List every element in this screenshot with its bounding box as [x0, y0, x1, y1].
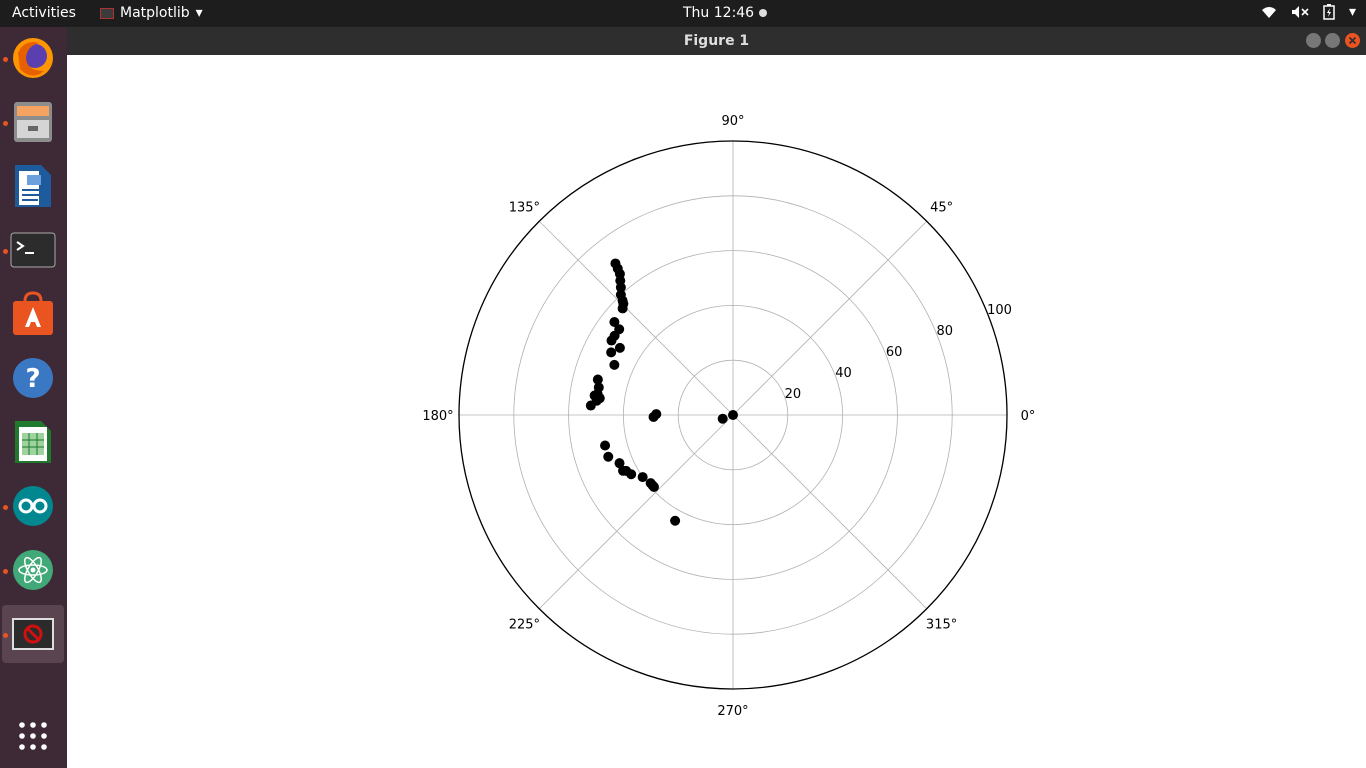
data-point [637, 472, 648, 483]
dock-item-terminal[interactable] [2, 221, 64, 279]
theta-tick-label: 270° [717, 704, 748, 719]
running-indicator [3, 57, 8, 62]
clock[interactable]: Thu 12:46 [683, 5, 768, 21]
dock-item-writer[interactable] [2, 157, 64, 215]
show-applications-button[interactable] [2, 707, 64, 765]
r-tick-label: 20 [785, 387, 802, 402]
system-tray[interactable]: ▾ [1261, 4, 1356, 20]
files-icon [14, 102, 52, 142]
dock-item-atom[interactable] [2, 541, 64, 599]
r-tick-label: 60 [886, 345, 903, 360]
system-menu-chevron-icon: ▾ [1348, 4, 1356, 20]
figure-window-icon [12, 618, 54, 650]
theta-tick-label: 225° [509, 618, 540, 633]
theta-tick-label: 0° [1021, 409, 1036, 424]
data-point [717, 413, 728, 424]
data-point [603, 451, 614, 462]
data-point [609, 359, 620, 370]
running-indicator [3, 505, 8, 510]
dock-item-files[interactable] [2, 93, 64, 151]
arduino-icon [13, 486, 53, 526]
running-indicator [3, 569, 8, 574]
software-center-icon [13, 291, 53, 335]
app-menu-label: Matplotlib [120, 5, 190, 21]
running-indicator [3, 121, 8, 126]
clock-label: Thu 12:46 [683, 5, 755, 21]
volume-muted-icon [1291, 6, 1309, 18]
polar-spine [458, 140, 1008, 690]
data-point [626, 469, 637, 480]
firefox-icon [13, 38, 53, 78]
data-point [606, 335, 617, 346]
data-point [648, 481, 659, 492]
data-point [670, 515, 681, 526]
writer-icon [15, 165, 51, 207]
theta-tick-label: 90° [721, 114, 744, 129]
data-point [614, 342, 625, 353]
svg-text:?: ? [25, 364, 40, 394]
dock-item-matplotlib-figure[interactable] [2, 605, 64, 663]
data-point [606, 347, 617, 358]
data-point [600, 440, 611, 451]
data-point [585, 400, 596, 411]
theta-grid-line [732, 220, 928, 416]
wifi-icon [1261, 7, 1276, 18]
data-point [617, 303, 628, 314]
chevron-down-icon: ▾ [195, 5, 203, 21]
app-menu[interactable]: Matplotlib ▾ [100, 5, 203, 21]
maximize-button[interactable] [1325, 33, 1340, 48]
theta-tick-label: 135° [509, 200, 540, 215]
dock-item-calc[interactable] [2, 413, 64, 471]
data-point [592, 374, 603, 385]
close-button[interactable] [1345, 33, 1360, 48]
minimize-button[interactable] [1306, 33, 1321, 48]
calc-icon [15, 421, 51, 463]
theta-tick-label: 180° [422, 409, 453, 424]
data-point [609, 317, 620, 328]
dock-item-help[interactable]: ? [2, 349, 64, 407]
dock-item-firefox[interactable] [2, 29, 64, 87]
data-point [614, 458, 625, 469]
running-indicator [3, 249, 8, 254]
help-icon: ? [13, 358, 53, 398]
notification-dot-icon [759, 9, 768, 17]
atom-icon [13, 550, 53, 590]
battery-icon [1323, 4, 1335, 20]
theta-tick-label: 315° [926, 618, 957, 633]
r-tick-label: 80 [937, 324, 954, 339]
theta-grid-line [732, 414, 928, 610]
data-point [728, 410, 738, 420]
r-tick-label: 100 [987, 303, 1012, 318]
dock-item-arduino[interactable] [2, 477, 64, 535]
data-point [615, 282, 626, 293]
app-grid-icon [19, 722, 47, 750]
top-bar: Activities Matplotlib ▾ Thu 12:46 ▾ [0, 0, 1366, 27]
dock-item-software[interactable] [2, 285, 64, 343]
window-titlebar[interactable]: Figure 1 [67, 27, 1366, 55]
window-title: Figure 1 [683, 33, 750, 49]
activities-button[interactable]: Activities [12, 5, 76, 21]
polar-plot: 0° 45° 90° 135° 180° 225° 270° 315° 20 40 60 80 100 [422, 114, 1036, 719]
dock: ? [0, 27, 67, 768]
data-point [648, 411, 659, 422]
matplotlib-app-icon [100, 7, 114, 19]
running-indicator [3, 633, 8, 638]
r-tick-label: 40 [835, 366, 852, 381]
terminal-icon [10, 232, 56, 268]
close-icon [1348, 36, 1357, 45]
theta-tick-label: 45° [930, 200, 953, 215]
theta-grid-line [538, 414, 734, 610]
figure-canvas[interactable]: 0° 45° 90° 135° 180° 225° 270° 315° 20 40 60 80 100 [67, 55, 1366, 768]
theta-grid-line [538, 220, 734, 416]
